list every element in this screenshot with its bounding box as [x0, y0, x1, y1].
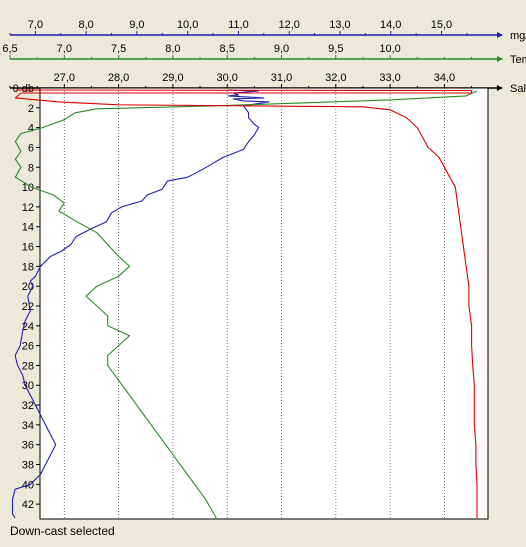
temperature-tick-label: 9,0	[274, 43, 289, 55]
depth-tick-label: 36	[22, 440, 34, 452]
depth-tick-label: 2	[28, 103, 34, 115]
salinity-tick-label: 34,0	[434, 72, 455, 84]
depth-tick-label: 38	[22, 460, 34, 472]
temperature-unit-label: Temp	[510, 54, 526, 66]
oxygen-tick-label: 13,0	[329, 19, 350, 31]
plot-area	[39, 87, 489, 520]
depth-tick-label: 6	[28, 142, 34, 154]
oxygen-tick-label: 7,0	[28, 19, 43, 31]
temperature-axis: 6,5 7,0 7,5 8,0 8,5 9,0 9,5 10,0 Temp	[2, 43, 526, 66]
depth-tick-label: 14	[22, 222, 34, 234]
depth-tick-label: 32	[22, 400, 34, 412]
top-axes: 7,08,09,010,011,012,013,014,015,0mg/l6,5…	[2, 19, 526, 95]
temperature-tick-label: 8,5	[220, 43, 235, 55]
depth-tick-label: 28	[22, 360, 34, 372]
salinity-axis-arrow	[497, 85, 503, 91]
salinity-tick-label: 29,0	[162, 72, 183, 84]
temperature-tick-label: 7,0	[57, 43, 72, 55]
depth-tick-label: 18	[22, 261, 34, 273]
salinity-unit-label: Sal.	[510, 83, 526, 95]
oxygen-tick-label: 8,0	[78, 19, 93, 31]
depth-tick-label: 42	[22, 499, 34, 511]
depth-tick-label: 10	[22, 182, 34, 194]
oxygen-axis-arrow	[497, 32, 503, 38]
salinity-tick-label: 30,0	[216, 72, 237, 84]
oxygen-tick-label: 14,0	[380, 19, 401, 31]
depth-tick-label: 22	[22, 301, 34, 313]
depth-tick-label: 12	[22, 202, 34, 214]
temperature-tick-label: 10,0	[379, 43, 400, 55]
oxygen-tick-label: 10,0	[177, 19, 198, 31]
temperature-tick-label: 6,5	[2, 43, 17, 55]
oxygen-tick-label: 15,0	[431, 19, 452, 31]
data-series	[11, 89, 478, 519]
salinity-tick-label: 31,0	[271, 72, 292, 84]
depth-axis: 0 db246810121416182022242628303234363840…	[13, 83, 40, 511]
depth-tick-label: 4	[28, 123, 34, 135]
depth-tick-label: 16	[22, 242, 34, 254]
salinity-tick-label: 32,0	[325, 72, 346, 84]
salinity-series-line	[14, 89, 478, 518]
depth-tick-label: 34	[22, 420, 34, 432]
oxygen-tick-label: 11,0	[228, 19, 249, 31]
temperature-tick-label: 8,0	[165, 43, 180, 55]
salinity-tick-label: 33,0	[379, 72, 400, 84]
depth-tick-label: 26	[22, 341, 34, 353]
status-text: Down-cast selected	[10, 524, 115, 538]
temperature-axis-arrow	[497, 56, 503, 62]
oxygen-unit-label: mg/l	[510, 30, 526, 42]
depth-tick-label: 8	[28, 162, 34, 174]
oxygen-tick-label: 9,0	[129, 19, 144, 31]
temperature-tick-label: 9,5	[328, 43, 343, 55]
oxygen-series-line	[11, 89, 270, 519]
temperature-series-line	[14, 90, 478, 519]
salinity-tick-label: 28,0	[108, 72, 129, 84]
temperature-tick-label: 7,5	[111, 43, 126, 55]
oxygen-tick-label: 12,0	[278, 19, 299, 31]
salinity-tick-label: 27,0	[54, 72, 75, 84]
oxygen-axis: 7,0 8,0 9,0 10,0 11,0 12,0 13,0 14,0 15,0 mg/l	[9, 19, 526, 42]
depth-tick-label: 0 db	[13, 83, 34, 95]
